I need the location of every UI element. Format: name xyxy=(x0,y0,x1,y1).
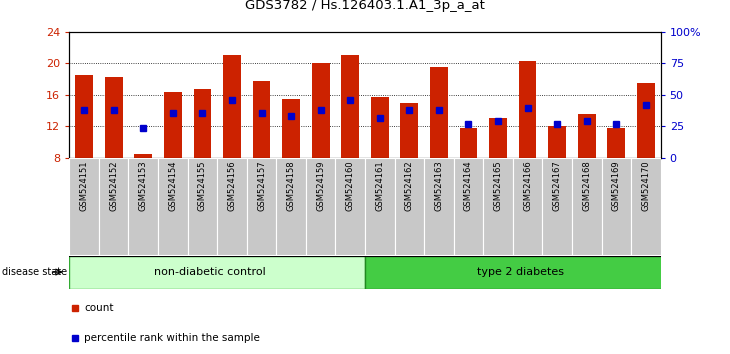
Bar xyxy=(312,63,329,158)
Bar xyxy=(223,56,241,158)
Bar xyxy=(512,158,542,255)
Bar xyxy=(607,129,625,158)
Bar xyxy=(134,154,152,158)
Bar xyxy=(335,158,365,255)
Bar xyxy=(572,158,602,255)
Bar xyxy=(247,158,276,255)
Bar xyxy=(489,118,507,158)
Bar xyxy=(394,158,424,255)
Text: GSM524168: GSM524168 xyxy=(583,160,591,211)
Bar xyxy=(193,89,211,158)
Bar xyxy=(188,158,218,255)
Text: GSM524160: GSM524160 xyxy=(346,160,355,211)
Text: GSM524158: GSM524158 xyxy=(287,160,296,211)
Text: GSM524161: GSM524161 xyxy=(375,160,384,211)
Bar xyxy=(483,158,512,255)
Bar xyxy=(371,97,388,158)
Text: GSM524157: GSM524157 xyxy=(257,160,266,211)
Text: GSM524152: GSM524152 xyxy=(110,160,118,211)
Text: percentile rank within the sample: percentile rank within the sample xyxy=(84,333,260,343)
Bar xyxy=(306,158,336,255)
Text: GSM524169: GSM524169 xyxy=(612,160,620,211)
Bar xyxy=(542,158,572,255)
Bar xyxy=(637,83,655,158)
Text: GSM524155: GSM524155 xyxy=(198,160,207,211)
Bar xyxy=(158,158,188,255)
Text: GSM524151: GSM524151 xyxy=(80,160,88,211)
Bar xyxy=(69,256,365,289)
Text: non-diabetic control: non-diabetic control xyxy=(154,267,266,277)
Bar xyxy=(218,158,247,255)
Bar xyxy=(105,78,123,158)
Text: GSM524167: GSM524167 xyxy=(553,160,561,211)
Text: GSM524162: GSM524162 xyxy=(405,160,414,211)
Text: GSM524166: GSM524166 xyxy=(523,160,532,211)
Text: GSM524170: GSM524170 xyxy=(642,160,650,211)
Bar xyxy=(253,81,270,158)
Bar xyxy=(460,129,477,158)
Text: GSM524154: GSM524154 xyxy=(169,160,177,211)
Text: type 2 diabetes: type 2 diabetes xyxy=(477,267,564,277)
Bar xyxy=(578,114,596,158)
Bar xyxy=(430,67,447,158)
Text: GSM524165: GSM524165 xyxy=(493,160,502,211)
Bar xyxy=(365,158,394,255)
Bar xyxy=(75,75,93,158)
Bar xyxy=(631,158,661,255)
Text: GSM524153: GSM524153 xyxy=(139,160,147,211)
Text: GSM524164: GSM524164 xyxy=(464,160,473,211)
Text: GSM524156: GSM524156 xyxy=(228,160,237,211)
Text: disease state: disease state xyxy=(2,267,67,277)
Bar xyxy=(424,158,453,255)
Bar xyxy=(548,126,566,158)
Bar xyxy=(164,92,182,158)
Bar xyxy=(602,158,631,255)
Bar xyxy=(128,158,158,255)
Text: count: count xyxy=(84,303,114,313)
Bar xyxy=(342,56,359,158)
Bar xyxy=(453,158,483,255)
Text: GSM524159: GSM524159 xyxy=(316,160,325,211)
Bar xyxy=(519,61,537,158)
Bar xyxy=(283,99,300,158)
Bar xyxy=(69,158,99,255)
Bar xyxy=(365,256,675,289)
Text: GDS3782 / Hs.126403.1.A1_3p_a_at: GDS3782 / Hs.126403.1.A1_3p_a_at xyxy=(245,0,485,12)
Bar xyxy=(276,158,306,255)
Text: GSM524163: GSM524163 xyxy=(434,160,443,211)
Bar xyxy=(401,103,418,158)
Bar xyxy=(99,158,128,255)
